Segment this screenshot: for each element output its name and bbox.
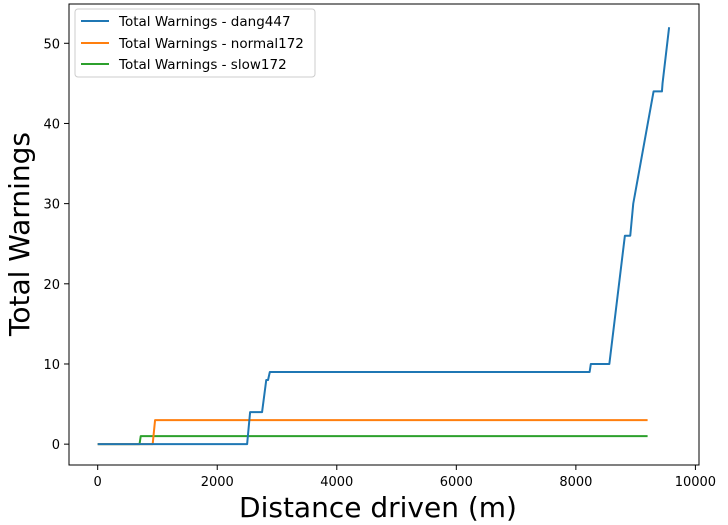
plot-area xyxy=(68,3,700,466)
legend-box xyxy=(74,8,316,78)
y-tick-label: 10 xyxy=(43,358,60,373)
x-axis-label: Distance driven (m) xyxy=(239,491,517,524)
legend-label-normal172: Total Warnings - normal172 xyxy=(118,36,304,52)
x-tick-label: 4000 xyxy=(320,475,353,490)
series-lines xyxy=(97,27,671,446)
y-axis-ticks: 0 10 20 30 40 50 xyxy=(43,37,69,453)
y-tick-label: 20 xyxy=(43,278,60,293)
legend: Total Warnings - dang447 Total Warnings … xyxy=(74,8,316,78)
x-tick-label: 8000 xyxy=(559,475,592,490)
y-tick-label: 30 xyxy=(43,198,60,213)
x-tick-label: 10000 xyxy=(675,475,716,490)
y-tick-label: 0 xyxy=(52,438,60,453)
legend-label-dang447: Total Warnings - dang447 xyxy=(118,14,291,30)
series-line-dang447 xyxy=(97,27,671,446)
legend-label-slow172: Total Warnings - slow172 xyxy=(118,57,287,73)
y-tick-label: 40 xyxy=(43,117,60,132)
x-tick-label: 6000 xyxy=(440,475,473,490)
x-tick-label: 0 xyxy=(94,475,102,490)
y-axis-label: Total Warnings xyxy=(3,132,36,337)
x-tick-label: 2000 xyxy=(201,475,234,490)
y-tick-label: 50 xyxy=(43,37,60,52)
x-axis-ticks: 0 2000 4000 6000 8000 10000 xyxy=(94,465,716,490)
